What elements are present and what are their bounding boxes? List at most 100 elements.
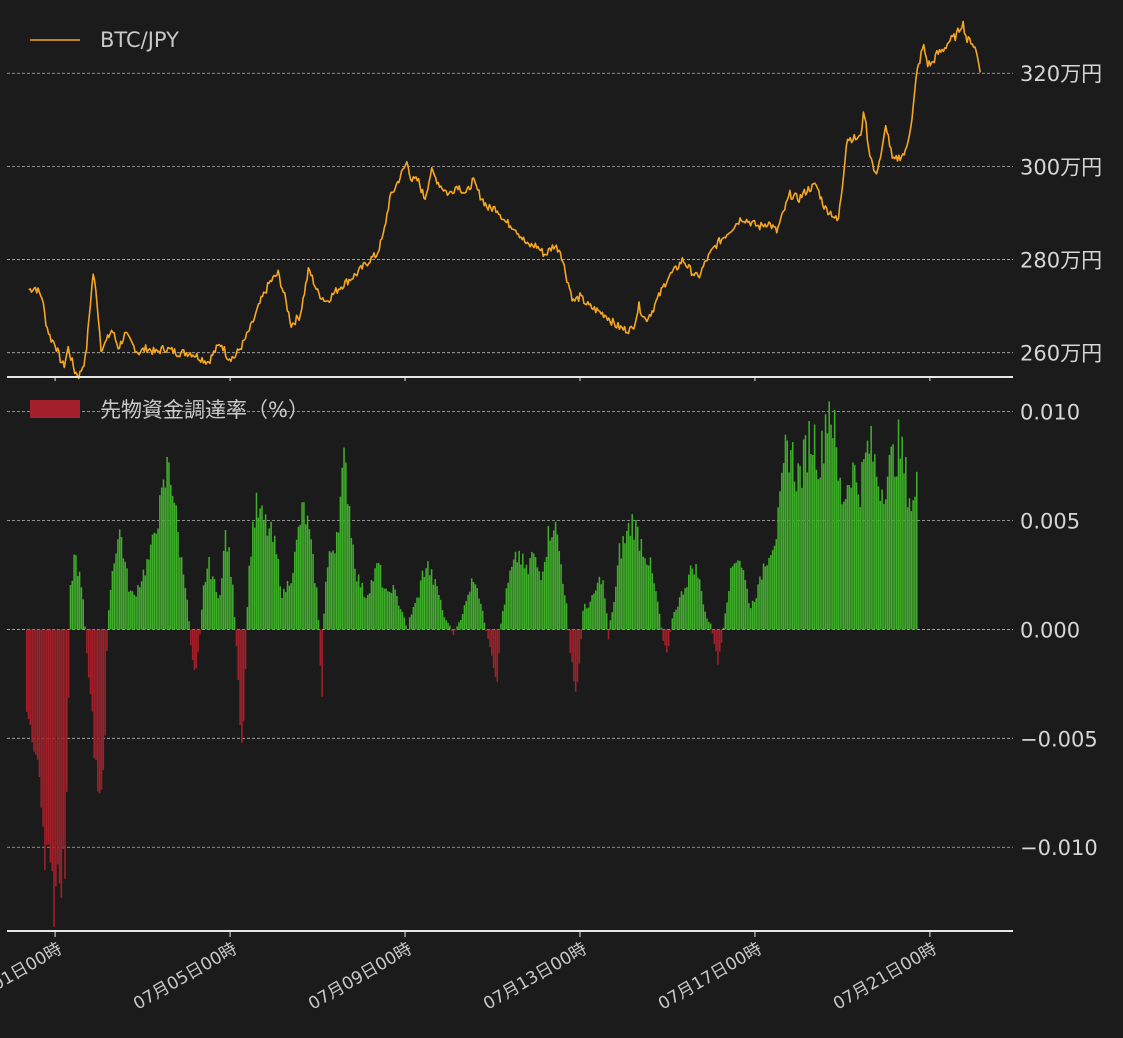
- funding-bar: [872, 461, 874, 630]
- funding-bar: [47, 629, 50, 845]
- funding-bar: [735, 562, 737, 630]
- funding-bar: [753, 601, 756, 630]
- funding-bar: [624, 543, 626, 630]
- funding-bar: [500, 623, 502, 630]
- funding-bar: [304, 524, 307, 630]
- funding-bar: [346, 504, 349, 630]
- funding-bar: [797, 463, 799, 630]
- funding-bar: [884, 499, 887, 630]
- funding-bar: [662, 629, 665, 641]
- funding-bar: [810, 453, 812, 630]
- funding-bar: [412, 606, 415, 630]
- funding-bar: [777, 507, 779, 630]
- funding-bar: [40, 629, 43, 808]
- funding-bar: [71, 580, 74, 630]
- funding-bar: [877, 486, 880, 630]
- price-y-tick-label: 320万円: [1020, 62, 1102, 86]
- funding-bar: [272, 542, 274, 630]
- funding-bar: [656, 601, 659, 630]
- funding-bar: [542, 571, 544, 630]
- funding-bar: [381, 587, 384, 630]
- funding-bar: [717, 629, 719, 665]
- funding-bar: [687, 574, 690, 630]
- funding-bar: [598, 576, 601, 630]
- funding-bar: [594, 590, 597, 630]
- funding-bar: [779, 491, 781, 630]
- funding-bar: [49, 629, 52, 863]
- funding-bar: [419, 580, 422, 630]
- funding-bar: [372, 581, 374, 630]
- funding-bar: [230, 576, 232, 630]
- funding-bar: [574, 629, 577, 692]
- funding-bar: [739, 560, 741, 630]
- funding-bar: [173, 502, 176, 630]
- funding-bar: [666, 629, 668, 653]
- funding-bar: [755, 598, 758, 630]
- funding-bar: [806, 472, 809, 630]
- funding-bar: [89, 629, 92, 695]
- funding-bar: [170, 484, 172, 630]
- funding-bar: [615, 586, 617, 630]
- funding-bar: [319, 629, 322, 666]
- funding-bar: [69, 584, 72, 630]
- funding-bar: [100, 629, 103, 790]
- funding-bar: [651, 573, 654, 630]
- funding-bar: [111, 571, 114, 630]
- funding-bar: [487, 629, 489, 640]
- funding-bar: [604, 598, 606, 630]
- funding-bar: [84, 626, 86, 630]
- funding-bar: [768, 557, 770, 630]
- funding-bar: [159, 495, 161, 630]
- funding-bar: [45, 629, 48, 846]
- funding-bar: [509, 570, 511, 630]
- funding-bar: [489, 629, 491, 648]
- funding-bar: [117, 539, 119, 630]
- funding-bar: [292, 572, 294, 630]
- funding-bar: [589, 601, 592, 630]
- funding-bar: [757, 584, 759, 630]
- funding-bar: [428, 575, 431, 630]
- funding-bar: [773, 545, 776, 630]
- funding-bar: [283, 588, 285, 630]
- funding-bar: [472, 581, 475, 630]
- funding-y-tick-label: −0.010: [1020, 836, 1098, 860]
- funding-bar: [839, 477, 841, 630]
- funding-bar: [250, 556, 252, 630]
- funding-bar: [208, 557, 210, 630]
- funding-bar: [711, 629, 714, 634]
- funding-bar: [261, 505, 263, 630]
- funding-bar: [463, 605, 466, 630]
- funding-bar: [306, 515, 309, 630]
- funding-bar: [73, 554, 75, 630]
- funding-bar: [337, 532, 340, 630]
- funding-bar: [841, 504, 843, 630]
- funding-bar: [620, 558, 623, 630]
- funding-bar: [303, 502, 305, 630]
- funding-bar: [600, 584, 602, 630]
- funding-bar: [689, 565, 692, 630]
- funding-bar: [770, 555, 772, 630]
- funding-bar: [186, 599, 188, 630]
- funding-bar: [861, 461, 863, 630]
- funding-bar: [383, 588, 385, 630]
- funding-bar: [846, 485, 849, 630]
- funding-bar: [190, 629, 192, 646]
- funding-bar: [191, 629, 194, 660]
- funding-bar: [585, 608, 588, 630]
- funding-bar: [206, 568, 209, 630]
- funding-bar: [762, 563, 765, 630]
- funding-bar: [357, 574, 360, 630]
- funding-bar: [671, 618, 674, 630]
- funding-bar: [702, 604, 705, 630]
- funding-bar: [667, 629, 670, 647]
- funding-bar: [405, 625, 407, 630]
- funding-bar: [321, 629, 323, 697]
- funding-legend: 先物資金調達率（%）: [30, 398, 309, 422]
- funding-bar: [326, 567, 329, 630]
- funding-bar: [713, 629, 716, 644]
- funding-bar: [188, 621, 190, 630]
- funding-bar: [97, 629, 99, 792]
- funding-bar: [436, 586, 438, 630]
